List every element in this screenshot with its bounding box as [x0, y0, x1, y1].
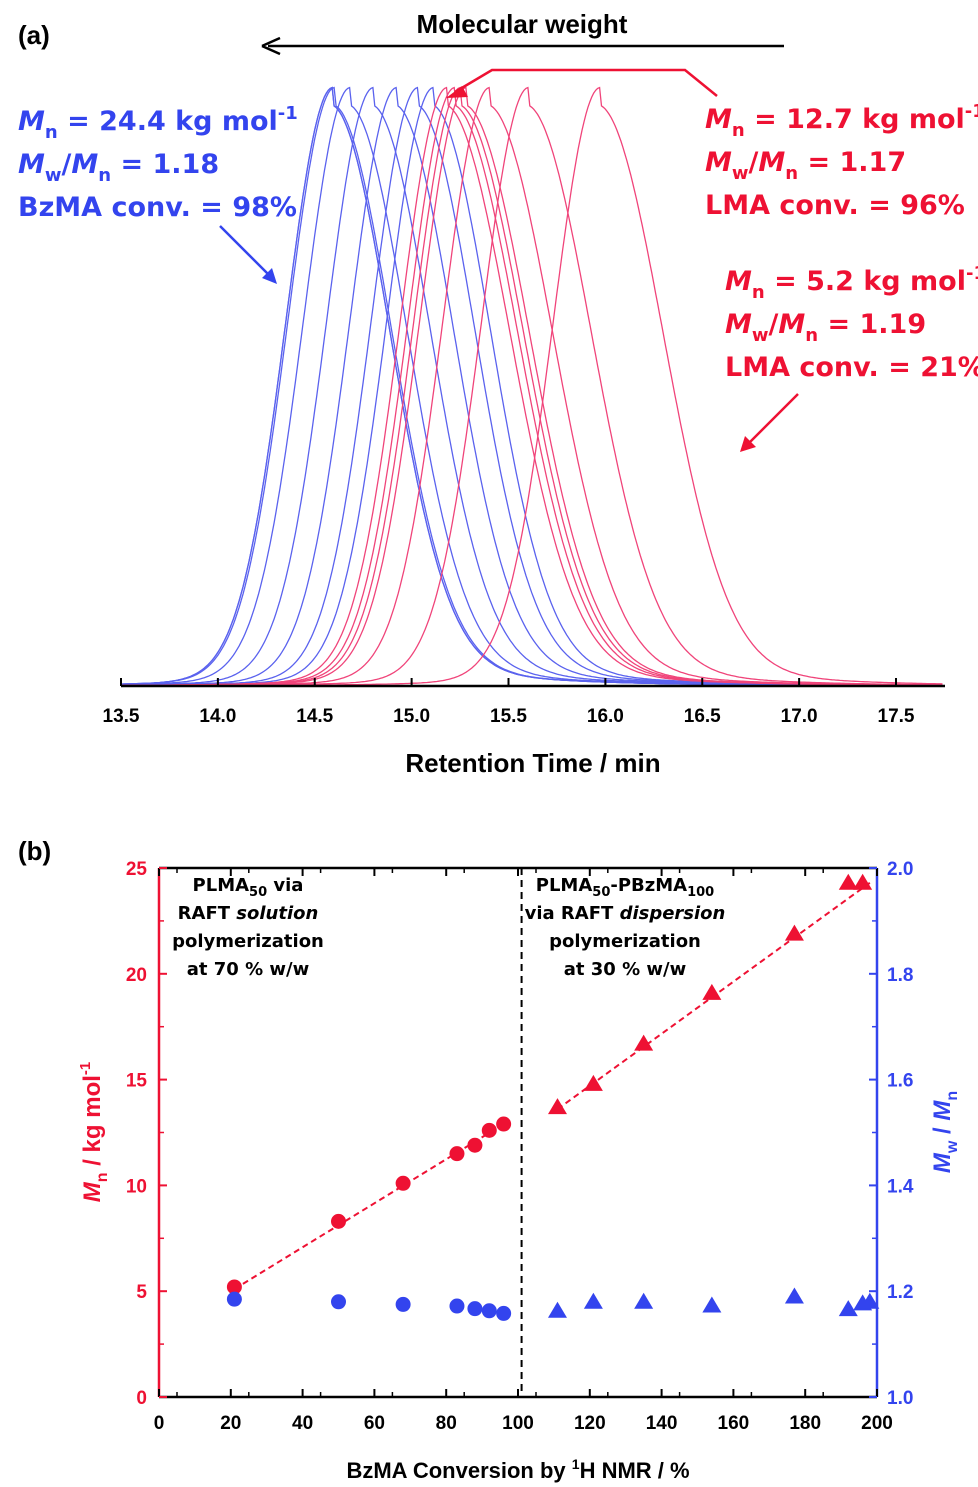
y-right-tick-label: 1.2	[887, 1282, 913, 1303]
data-point-circle	[449, 1146, 465, 1162]
x-axis-b-title-post: H NMR / %	[580, 1458, 690, 1483]
annotation-line: BzMA conv. = 98%	[18, 192, 297, 223]
y-left-tick-label: 10	[126, 1176, 147, 1197]
data-point-triangle	[838, 873, 858, 890]
note-line-1: PLMA50 via	[193, 875, 304, 900]
panel-a: (a) Molecular weight 13.5 14.0 14.5 15.0 15.…	[18, 9, 978, 778]
x-tick-label: 60	[364, 1413, 385, 1434]
annotation-arrows	[219, 68, 799, 452]
data-point-circle	[481, 1303, 497, 1319]
y-left-tick-label: 0	[136, 1388, 147, 1409]
data-point-triangle	[583, 1292, 603, 1309]
data-point-triangle	[634, 1034, 654, 1051]
data-point-circle	[496, 1116, 512, 1132]
x-tick-label: 20	[220, 1413, 241, 1434]
x-tick-label: 100	[502, 1413, 534, 1434]
data-point-triangle	[702, 1296, 722, 1313]
region-notes: PLMA50 via RAFT solution polymerization at …	[172, 875, 725, 980]
x-axis-b-title-sup: 1	[572, 1456, 580, 1472]
panel-b: (b) 0 20 40 60 80 100 120 140 160 180 200 0 5 10 15 20 2…	[18, 836, 961, 1483]
note-line-2: via RAFT dispersion	[525, 903, 726, 924]
x-tick-label: 17.0	[781, 706, 818, 727]
y-right-tick-label: 1.0	[887, 1388, 913, 1409]
x-tick-label: 120	[574, 1413, 606, 1434]
annotation-line: Mw/Mn = 1.17	[705, 147, 906, 184]
x-tick-label: 17.5	[878, 706, 915, 727]
y-right-tick-label: 1.6	[887, 1071, 913, 1092]
x-tick-label: 0	[154, 1413, 165, 1434]
note-line-4: at 70 % w/w	[187, 959, 309, 980]
data-point-circle	[226, 1279, 242, 1295]
chromatogram-curves	[120, 86, 943, 687]
data-points	[226, 873, 880, 1321]
y-axis-left-title: Mn / kg mol-1	[77, 1062, 111, 1202]
x-axis-a: 13.5 14.0 14.5 15.0 15.5 16.0 16.5 17.0 17.5	[103, 678, 945, 727]
x-axis-b-title: BzMA Conversion by 1H NMR / %	[346, 1456, 689, 1483]
y-left-tick-label: 25	[126, 859, 148, 880]
data-point-circle	[449, 1298, 465, 1314]
y-left-tick-label: 5	[136, 1282, 147, 1303]
x-axis-b-title-pre: BzMA Conversion by	[346, 1458, 571, 1483]
panel-b-label: (b)	[18, 836, 51, 866]
x-tick-label: 160	[718, 1413, 750, 1434]
data-point-circle	[226, 1291, 242, 1307]
data-point-circle	[496, 1305, 512, 1321]
y-right-tick-label: 1.8	[887, 965, 913, 986]
x-tick-label: 13.5	[103, 706, 140, 727]
x-tick-label: 16.0	[587, 706, 624, 727]
data-point-circle	[467, 1301, 483, 1317]
data-point-triangle	[547, 1098, 567, 1115]
panel-a-label: (a)	[18, 20, 50, 50]
y-axis-right-title: Mw / Mn	[929, 1091, 961, 1173]
x-tick-label: 140	[646, 1413, 678, 1434]
data-point-triangle	[784, 1287, 804, 1304]
note-line-1: PLMA50-PBzMA100	[536, 875, 714, 900]
note-line-4: at 30 % w/w	[564, 959, 686, 980]
y-left-tick-label: 20	[126, 965, 147, 986]
molecular-weight-label: Molecular weight	[417, 9, 628, 39]
data-point-circle	[331, 1294, 346, 1310]
data-point-circle	[467, 1137, 483, 1153]
x-tick-label: 15.0	[393, 706, 430, 727]
molecular-weight-arrow	[261, 36, 784, 56]
y-left-tick-label: 15	[126, 1071, 148, 1092]
x-tick-label: 14.0	[199, 706, 236, 727]
data-point-triangle	[634, 1292, 654, 1309]
data-point-circle	[395, 1175, 411, 1191]
x-tick-label: 16.5	[684, 706, 721, 727]
fit-line	[233, 1123, 505, 1290]
note-line-2: RAFT solution	[178, 903, 319, 924]
data-point-triangle	[583, 1074, 603, 1091]
axes-b: 0 20 40 60 80 100 120 140 160 180 200 0 5 10 15 20 25 1.0…	[126, 859, 914, 1434]
annotation-line: Mn = 5.2 kg mol-1	[725, 263, 978, 303]
data-point-triangle	[860, 1292, 880, 1309]
x-tick-label: 14.5	[296, 706, 333, 727]
data-point-circle	[481, 1122, 497, 1138]
x-tick-label: 15.5	[490, 706, 527, 727]
x-tick-label: 200	[861, 1413, 893, 1434]
x-tick-label: 180	[789, 1413, 821, 1434]
x-axis-a-title: Retention Time / min	[405, 748, 660, 778]
annotation-line: Mw/Mn = 1.18	[18, 149, 219, 186]
annotation-line: LMA conv. = 96%	[705, 190, 965, 221]
x-tick-label: 40	[292, 1413, 313, 1434]
data-point-circle	[331, 1213, 346, 1229]
annotation-line: Mw/Mn = 1.19	[725, 309, 926, 346]
data-point-triangle	[784, 924, 804, 941]
note-line-3: polymerization	[172, 931, 324, 952]
x-tick-label: 80	[436, 1413, 457, 1434]
annotation-line: Mn = 12.7 kg mol-1	[705, 101, 978, 141]
data-point-triangle	[838, 1300, 858, 1317]
y-right-tick-label: 1.4	[887, 1176, 914, 1197]
note-line-3: polymerization	[549, 931, 701, 952]
data-point-circle	[395, 1296, 411, 1312]
annotation-line: LMA conv. = 21%	[725, 352, 978, 383]
annotation-line: Mn = 24.4 kg mol-1	[18, 103, 298, 143]
data-point-triangle	[702, 983, 722, 1000]
annotations-a: Mn = 24.4 kg mol-1 Mw/Mn = 1.18 BzMA conv.…	[18, 101, 978, 383]
data-point-triangle	[853, 873, 873, 890]
data-point-triangle	[547, 1301, 567, 1318]
y-right-tick-label: 2.0	[887, 859, 913, 880]
